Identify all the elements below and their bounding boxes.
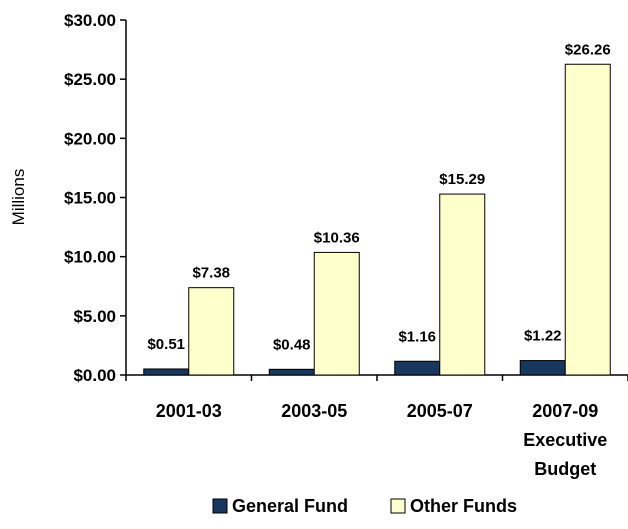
y-tick-label: $15.00 — [64, 189, 116, 208]
x-category-label: 2007-09 — [532, 401, 598, 421]
legend-swatch-general-fund — [212, 498, 228, 514]
other-funds-bar — [313, 251, 360, 376]
general-fund-bar — [268, 368, 315, 376]
x-category-label: Budget — [534, 459, 596, 479]
other-funds-data-label: $7.38 — [192, 265, 230, 282]
y-axis-label: Millions — [9, 169, 28, 226]
x-category-label: 2003-05 — [281, 401, 347, 421]
y-tick-label: $20.00 — [64, 129, 116, 148]
y-tick-label: $10.00 — [64, 248, 116, 267]
other-funds-data-label: $26.26 — [565, 41, 611, 58]
y-tick-label: $0.00 — [73, 366, 116, 385]
legend-label-other-funds: Other Funds — [410, 496, 517, 516]
x-category-label: 2001-03 — [156, 401, 222, 421]
plot-area: $0.00 $5.00 $10.00 $15.00 $20.00 $25.00 $30.00… — [64, 11, 628, 479]
other-funds-data-label: $10.36 — [314, 229, 360, 246]
y-tick-label: $5.00 — [73, 307, 116, 326]
y-tick-label: $25.00 — [64, 70, 116, 89]
legend: General Fund Other Funds — [212, 496, 517, 516]
y-tick-label: $30.00 — [64, 11, 116, 30]
other-funds-data-label: $15.29 — [439, 171, 485, 188]
x-category-label: Executive — [523, 430, 607, 450]
general-fund-data-label: $0.48 — [273, 336, 311, 353]
legend-swatch-other-funds — [390, 498, 406, 514]
other-funds-bar — [188, 287, 235, 376]
general-fund-bar — [143, 368, 190, 376]
general-fund-bar — [519, 360, 566, 376]
x-category-label: 2005-07 — [407, 401, 473, 421]
legend-label-general-fund: General Fund — [232, 496, 348, 516]
other-funds-bar — [439, 193, 486, 376]
general-fund-bar — [394, 360, 441, 376]
other-funds-bar — [564, 63, 611, 376]
general-fund-data-label: $0.51 — [147, 336, 185, 353]
general-fund-data-label: $1.22 — [524, 328, 562, 345]
general-fund-data-label: $1.16 — [398, 328, 436, 345]
